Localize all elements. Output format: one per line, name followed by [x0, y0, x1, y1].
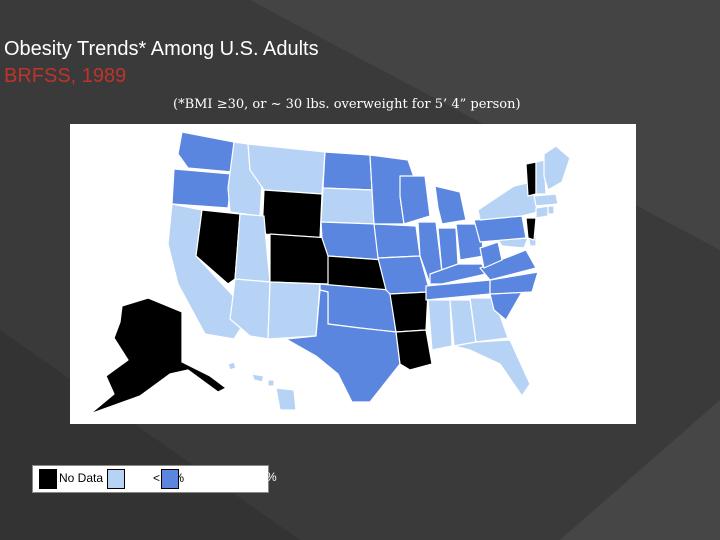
state-AR [389, 291, 429, 333]
state-ND [322, 151, 373, 191]
slide-subtitle: BRFSS, 1989 [4, 65, 127, 87]
state-WV [479, 241, 503, 269]
state-LA [395, 329, 433, 371]
state-MA [533, 193, 559, 207]
bmi-footnote: (*BMI ≥30, or ~ 30 lbs. overweight for 5… [173, 97, 521, 112]
legend-swatch-no-data [39, 469, 57, 489]
legend-swatch-lt10 [107, 469, 125, 489]
state-VA [479, 249, 537, 281]
state-MI [434, 185, 467, 225]
legend-label-10-14: 10%–14% [222, 470, 277, 484]
state-ME [543, 145, 571, 191]
map-legend: No Data <10% [32, 465, 269, 493]
state-RI [547, 205, 555, 215]
us-obesity-map [70, 124, 636, 424]
state-OR [171, 168, 233, 209]
state-NM [267, 281, 321, 340]
state-NC [489, 271, 539, 295]
state-HI [227, 361, 297, 411]
state-FL [453, 339, 531, 397]
state-SD [320, 187, 375, 225]
state-UT [234, 213, 271, 283]
state-CO [269, 233, 331, 285]
state-WY [261, 189, 323, 239]
map-canvas [89, 131, 571, 415]
state-CT [535, 205, 549, 219]
state-AK [89, 297, 227, 415]
state-NV [195, 209, 241, 285]
state-WI [399, 175, 431, 225]
legend-label-no-data: No Data [59, 471, 104, 485]
state-VT [525, 161, 537, 197]
state-NJ [525, 217, 537, 241]
state-WA [177, 131, 235, 173]
slide-title: Obesity Trends* Among U.S. Adults [4, 38, 319, 60]
legend-swatch-10-14 [161, 469, 179, 489]
state-TX [285, 289, 401, 403]
state-MS [427, 299, 453, 351]
state-GA [469, 297, 509, 343]
state-IA [373, 223, 421, 259]
